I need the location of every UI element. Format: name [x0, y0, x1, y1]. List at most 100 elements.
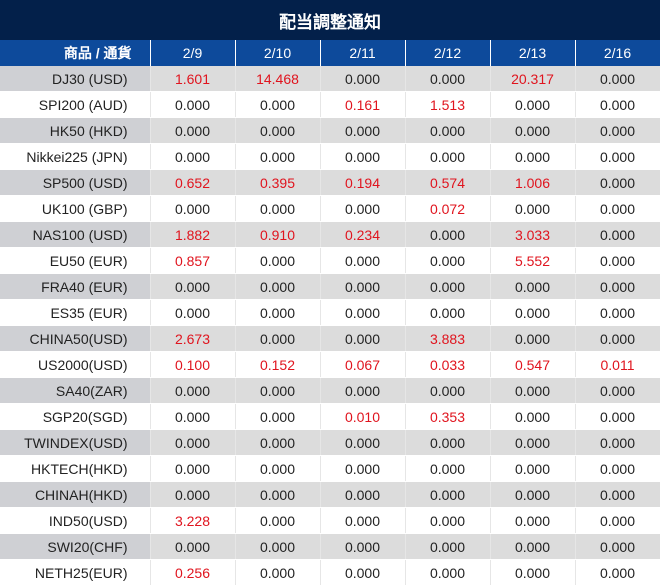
table-row: HK50 (HKD) 0.000 0.000 0.000 0.000 0.000 0.000 [0, 117, 660, 144]
dividend-value: 0.000 [150, 143, 236, 170]
product-name: HKTECH(HKD) [0, 455, 151, 482]
product-name: NETH25(EUR) [0, 559, 151, 586]
dividend-value: 0.000 [575, 325, 660, 352]
product-name: NAS100 (USD) [0, 221, 151, 248]
dividend-value: 0.000 [320, 117, 406, 144]
dividend-value: 0.000 [150, 455, 236, 482]
dividend-value: 14.468 [235, 66, 321, 92]
dividend-value: 0.161 [320, 91, 406, 118]
dividend-value: 0.010 [320, 403, 406, 430]
dividend-value: 0.000 [320, 455, 406, 482]
dividend-value: 0.000 [575, 481, 660, 508]
dividend-value: 0.000 [575, 91, 660, 118]
dividend-value: 0.000 [575, 559, 660, 586]
dividend-value: 0.000 [490, 559, 576, 586]
header-date: 2/12 [405, 40, 491, 66]
dividend-value: 0.000 [405, 273, 491, 300]
dividend-value: 0.000 [490, 455, 576, 482]
product-name: Nikkei225 (JPN) [0, 143, 151, 170]
dividend-value: 0.000 [150, 273, 236, 300]
table-row: NETH25(EUR) 0.256 0.000 0.000 0.000 0.000 0.00… [0, 559, 660, 586]
dividend-value: 0.000 [575, 403, 660, 430]
dividend-value: 0.000 [575, 247, 660, 274]
product-name: SPI200 (AUD) [0, 91, 151, 118]
dividend-value: 0.000 [490, 117, 576, 144]
dividend-value: 0.000 [405, 455, 491, 482]
dividend-value: 0.194 [320, 169, 406, 196]
dividend-value: 3.033 [490, 221, 576, 248]
dividend-value: 0.000 [235, 143, 321, 170]
dividend-value: 0.000 [405, 66, 491, 92]
dividend-value: 0.000 [320, 66, 406, 92]
table-row: UK100 (GBP) 0.000 0.000 0.000 0.072 0.000 0.00… [0, 195, 660, 222]
dividend-value: 0.000 [575, 273, 660, 300]
dividend-value: 0.000 [235, 403, 321, 430]
dividend-value: 0.000 [575, 195, 660, 222]
table-row: IND50(USD) 3.228 0.000 0.000 0.000 0.000 0.000 [0, 507, 660, 534]
dividend-value: 0.000 [405, 533, 491, 560]
dividend-value: 0.000 [235, 325, 321, 352]
header-date: 2/11 [320, 40, 406, 66]
dividend-value: 2.673 [150, 325, 236, 352]
dividend-value: 0.000 [490, 403, 576, 430]
dividend-value: 0.000 [320, 481, 406, 508]
dividend-value: 0.000 [235, 455, 321, 482]
dividend-value: 0.000 [235, 533, 321, 560]
dividend-value: 1.601 [150, 66, 236, 92]
dividend-value: 0.000 [150, 195, 236, 222]
dividend-value: 0.000 [490, 377, 576, 404]
product-name: SA40(ZAR) [0, 377, 151, 404]
dividend-value: 0.000 [235, 91, 321, 118]
dividend-value: 0.857 [150, 247, 236, 274]
dividend-value: 0.000 [235, 273, 321, 300]
table-row: SA40(ZAR) 0.000 0.000 0.000 0.000 0.000 0.000 [0, 377, 660, 404]
dividend-value: 0.000 [150, 299, 236, 326]
dividend-value: 0.000 [150, 91, 236, 118]
dividend-value: 0.000 [490, 195, 576, 222]
dividend-value: 0.000 [235, 559, 321, 586]
dividend-value: 0.000 [490, 533, 576, 560]
dividend-value: 0.000 [405, 507, 491, 534]
dividend-value: 0.574 [405, 169, 491, 196]
dividend-value: 1.006 [490, 169, 576, 196]
dividend-value: 0.000 [490, 325, 576, 352]
dividend-value: 1.882 [150, 221, 236, 248]
dividend-value: 0.000 [575, 429, 660, 456]
dividend-value: 0.000 [490, 429, 576, 456]
dividend-value: 3.228 [150, 507, 236, 534]
dividend-value: 0.234 [320, 221, 406, 248]
product-name: CHINA50(USD) [0, 325, 151, 352]
dividend-value: 0.000 [405, 429, 491, 456]
dividend-value: 0.000 [320, 377, 406, 404]
dividend-table: 商品 / 通貨 2/9 2/10 2/11 2/12 2/13 2/16 DJ30 (US… [0, 40, 660, 586]
dividend-value: 0.353 [405, 403, 491, 430]
dividend-value: 0.652 [150, 169, 236, 196]
dividend-value: 0.000 [150, 481, 236, 508]
dividend-value: 0.000 [405, 299, 491, 326]
table-row: FRA40 (EUR) 0.000 0.000 0.000 0.000 0.000 0.00… [0, 273, 660, 300]
page-title: 配当調整通知 [0, 0, 660, 40]
table-row: SP500 (USD) 0.652 0.395 0.194 0.574 1.006 0.00… [0, 169, 660, 196]
dividend-value: 0.000 [575, 507, 660, 534]
dividend-value: 0.000 [405, 117, 491, 144]
dividend-value: 0.000 [320, 559, 406, 586]
dividend-value: 0.000 [575, 66, 660, 92]
dividend-value: 0.000 [405, 221, 491, 248]
product-name: CHINAH(HKD) [0, 481, 151, 508]
dividend-value: 0.000 [235, 481, 321, 508]
product-name: DJ30 (USD) [0, 66, 151, 92]
dividend-value: 0.000 [320, 325, 406, 352]
dividend-value: 0.910 [235, 221, 321, 248]
header-date: 2/13 [490, 40, 576, 66]
dividend-value: 0.000 [150, 429, 236, 456]
dividend-value: 5.552 [490, 247, 576, 274]
dividend-value: 0.395 [235, 169, 321, 196]
dividend-value: 0.000 [575, 169, 660, 196]
dividend-value: 0.152 [235, 351, 321, 378]
table-row: HKTECH(HKD) 0.000 0.000 0.000 0.000 0.000 0.00… [0, 455, 660, 482]
table-row: US2000(USD) 0.100 0.152 0.067 0.033 0.547 0.01… [0, 351, 660, 378]
dividend-value: 3.883 [405, 325, 491, 352]
dividend-value: 0.072 [405, 195, 491, 222]
table-row: DJ30 (USD) 1.601 14.468 0.000 0.000 20.317 0.0… [0, 66, 660, 92]
